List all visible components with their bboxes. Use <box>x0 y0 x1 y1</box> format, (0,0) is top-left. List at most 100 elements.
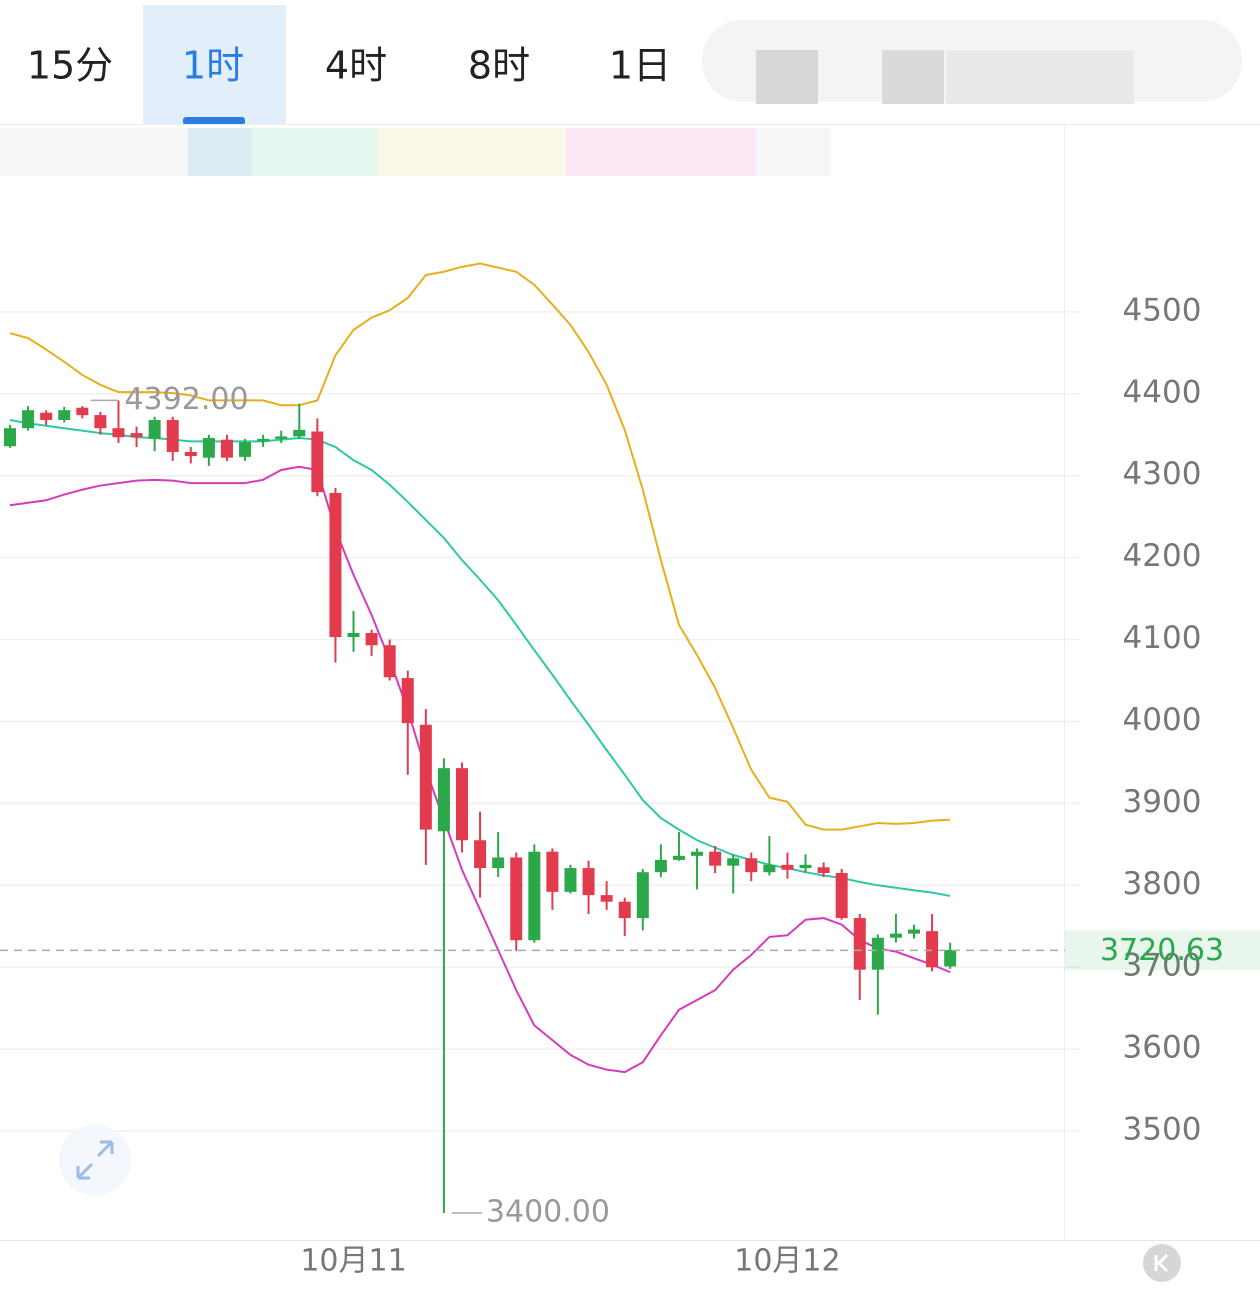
low-label: 3400.00 <box>486 1194 610 1229</box>
candle-body <box>763 864 776 873</box>
candle-body <box>672 855 685 860</box>
candle-body <box>383 645 396 678</box>
candle-body <box>781 864 794 870</box>
candle-body <box>510 857 523 941</box>
candle-body <box>112 428 125 438</box>
candle-body <box>835 873 848 919</box>
y-tick-label: 4300 <box>1123 456 1202 492</box>
candle-body <box>926 931 939 968</box>
expand-icon <box>76 1140 114 1180</box>
tab[interactable]: 1日 <box>609 44 671 88</box>
blurred-legend <box>188 128 252 176</box>
candle-body <box>76 407 89 416</box>
divider <box>0 124 1260 125</box>
candle-body <box>528 851 541 941</box>
candle-body <box>22 410 35 429</box>
candle-body <box>419 724 432 830</box>
button-bg <box>59 1124 131 1196</box>
y-tick-label: 4400 <box>1123 374 1202 410</box>
candle-body <box>329 492 342 638</box>
candle-body <box>944 950 957 967</box>
candle-body <box>220 439 233 458</box>
candle-body <box>58 410 71 421</box>
axis-divider <box>1064 125 1065 1240</box>
candle-body <box>311 431 324 493</box>
k-icon <box>1154 1253 1169 1273</box>
last-price-tag <box>1065 930 1260 971</box>
candle-body <box>871 937 884 970</box>
candle-body <box>437 768 450 832</box>
plot: 3500 3600 3700 3800 3900 4000 4100 4200 4300 4400… <box>0 262 1260 1279</box>
tab[interactable]: 4时 <box>325 44 387 88</box>
candle-body <box>293 429 306 437</box>
button-bg <box>1143 1244 1181 1282</box>
candle-body <box>546 851 559 892</box>
candle-body <box>817 867 830 874</box>
bollinger-band <box>9 465 951 1074</box>
candle-body <box>365 632 378 646</box>
candle-body <box>130 433 143 438</box>
candle-body <box>401 678 414 724</box>
candle-body <box>709 851 722 866</box>
tab[interactable]: 8时 <box>468 44 530 88</box>
x-axis-line <box>0 1240 1260 1241</box>
candle-body <box>239 442 252 457</box>
candle-body <box>727 858 740 866</box>
y-tick-label: 3800 <box>1123 866 1202 902</box>
tab[interactable]: 1时 <box>182 44 244 88</box>
blurred-legend <box>252 128 378 176</box>
candle-body <box>582 868 595 896</box>
candle-body <box>4 428 16 447</box>
y-tick-label: 4000 <box>1123 702 1202 738</box>
y-tick-label: 4500 <box>1123 292 1202 328</box>
candle-body <box>600 895 613 902</box>
candle-body <box>908 929 920 934</box>
x-tick-label: 10月12 <box>734 1244 840 1279</box>
y-tick-label: 3500 <box>1123 1112 1202 1148</box>
y-tick-label: 3900 <box>1123 784 1202 820</box>
candle-body <box>257 438 270 442</box>
candle-body <box>853 918 866 970</box>
candle-body <box>691 851 704 856</box>
candle-body <box>492 857 505 869</box>
candle-body <box>184 451 197 457</box>
last-price-label: 3720.63 <box>1100 933 1224 968</box>
candle-body <box>564 868 577 892</box>
y-tick-label: 4200 <box>1123 538 1202 574</box>
candle-body <box>636 872 649 919</box>
blurred-legend <box>566 128 756 176</box>
y-tick-label: 3600 <box>1123 1030 1202 1066</box>
bollinger-band <box>9 262 951 831</box>
candle-body <box>889 933 902 938</box>
candle-body <box>166 420 179 452</box>
candle-body <box>202 438 215 458</box>
blurred-block <box>882 50 944 104</box>
tab-indicator <box>183 117 245 125</box>
candle-body <box>456 768 468 841</box>
scroll-end-button[interactable] <box>1143 1244 1181 1282</box>
blurred-block <box>756 50 818 104</box>
y-tick-label: 3700 <box>1123 948 1202 984</box>
candle-body <box>347 632 360 638</box>
candle-body <box>745 858 758 873</box>
candle-body <box>618 901 631 919</box>
tab[interactable]: 15分 <box>27 44 113 88</box>
candle-body <box>275 436 288 439</box>
bollinger-band <box>9 419 951 897</box>
fullscreen-button[interactable] <box>59 1124 131 1196</box>
candle-body <box>148 420 161 439</box>
blurred-legend <box>378 128 566 176</box>
candle-body <box>799 864 812 869</box>
candle-body <box>474 840 487 869</box>
tab-highlight <box>143 5 286 125</box>
candle-body <box>40 412 53 421</box>
x-tick-label: 10月11 <box>300 1244 406 1279</box>
blurred-block <box>946 50 1134 104</box>
candle-body <box>654 859 667 873</box>
y-tick-label: 4100 <box>1123 620 1202 656</box>
candle-body <box>94 415 107 429</box>
high-label: 4392.00 <box>124 382 248 417</box>
